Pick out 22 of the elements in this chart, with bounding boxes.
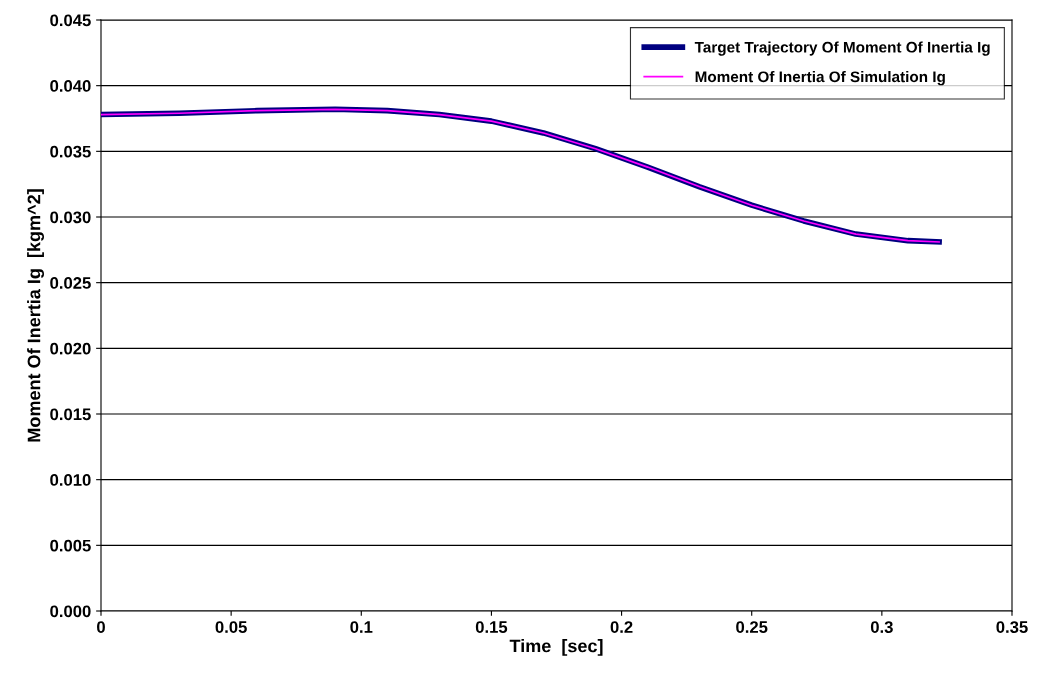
x-tick-label: 0.05: [215, 621, 247, 633]
y-tick-label: 0.035: [50, 145, 91, 158]
x-tick-label: 0.35: [996, 621, 1028, 633]
y-tick-label: 0.045: [50, 14, 91, 27]
y-tick-label: 0.000: [50, 605, 91, 618]
x-tick-label: 0.2: [610, 621, 633, 633]
x-tick-label: 0: [97, 621, 105, 633]
y-tick-label: 0.005: [50, 539, 91, 552]
y-tick-label: 0.025: [50, 277, 91, 289]
x-tick-label: 0.25: [736, 621, 768, 633]
x-tick-label: 0.15: [475, 621, 508, 633]
y-tick-label: 0.015: [50, 408, 91, 421]
y-tick-label: 0.040: [50, 80, 91, 92]
legend-label: Target Trajectory Of Moment Of Inertia Ig: [694, 41, 990, 56]
x-axis-title: Time [sec]: [509, 639, 603, 656]
y-tick-label: 0.010: [50, 474, 91, 486]
x-tick-label: 0.1: [350, 621, 373, 633]
y-tick-label: 0.020: [50, 342, 91, 355]
legend-label: Moment Of Inertia Of Simulation Ig: [695, 70, 945, 86]
y-tick-label: 0.030: [50, 211, 91, 224]
x-tick-label: 0.3: [870, 621, 893, 633]
y-axis-title: Moment Of Inertia Ig [kgm^2]: [27, 189, 45, 442]
